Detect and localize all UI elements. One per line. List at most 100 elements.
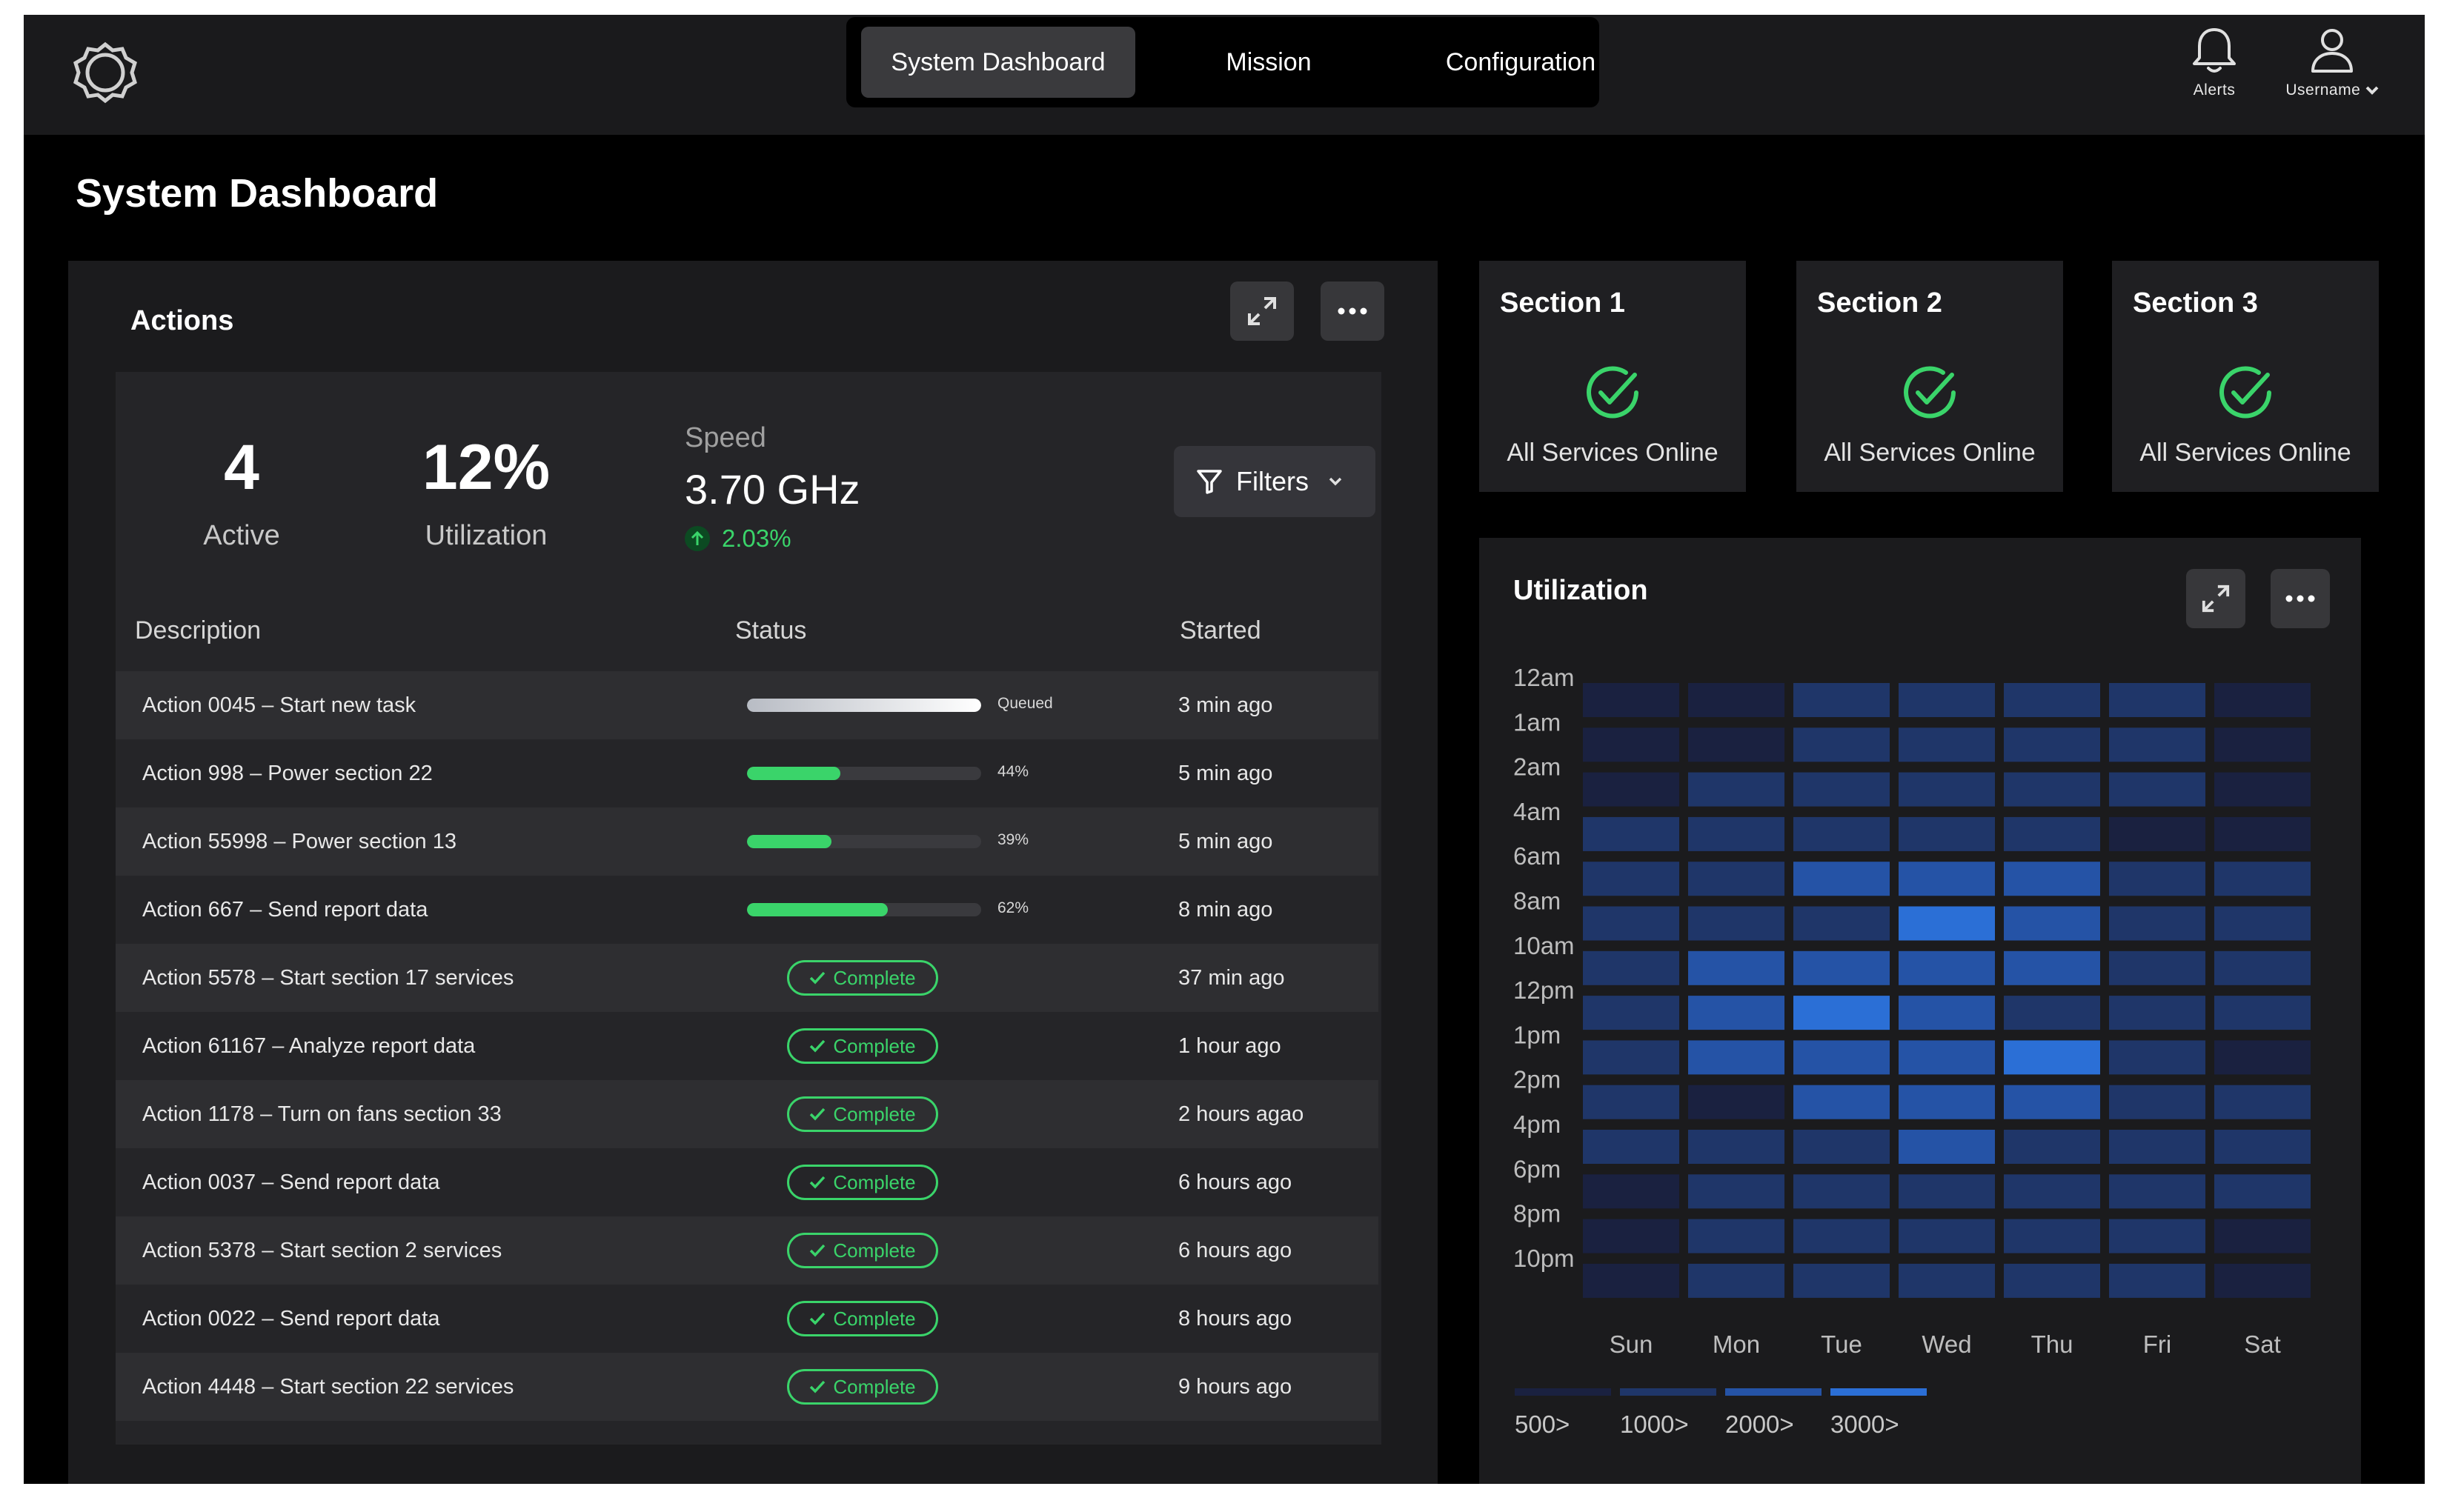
heatmap-cell[interactable] bbox=[2109, 996, 2205, 1030]
heatmap-cell[interactable] bbox=[1899, 816, 1995, 851]
heatmap-cell[interactable] bbox=[2214, 862, 2311, 896]
heatmap-cell[interactable] bbox=[2004, 816, 2100, 851]
heatmap-cell[interactable] bbox=[2214, 727, 2311, 762]
heatmap-cell[interactable] bbox=[1793, 1174, 1890, 1209]
heatmap-cell[interactable] bbox=[2214, 906, 2311, 941]
table-row[interactable]: Action 4448 – Start section 22 services C… bbox=[116, 1353, 1378, 1421]
tab-system-dashboard[interactable]: System Dashboard bbox=[861, 27, 1135, 98]
heatmap-cell[interactable] bbox=[2004, 772, 2100, 807]
heatmap-cell[interactable] bbox=[2214, 1130, 2311, 1164]
section-card-3[interactable]: Section 3 All Services Online bbox=[2112, 261, 2379, 492]
heatmap-cell[interactable] bbox=[1583, 1040, 1679, 1075]
table-row[interactable]: Action 0037 – Send report data Complete 6 … bbox=[116, 1148, 1378, 1216]
heatmap-cell[interactable] bbox=[1688, 1085, 1784, 1119]
heatmap-cell[interactable] bbox=[1899, 1263, 1995, 1298]
heatmap-cell[interactable] bbox=[1583, 1174, 1679, 1209]
heatmap-cell[interactable] bbox=[2214, 1040, 2311, 1075]
tab-configuration[interactable]: Configuration bbox=[1445, 47, 1596, 76]
heatmap-cell[interactable] bbox=[1688, 727, 1784, 762]
heatmap-cell[interactable] bbox=[1583, 1263, 1679, 1298]
heatmap-cell[interactable] bbox=[2004, 727, 2100, 762]
table-row[interactable]: Action 998 – Power section 22 44% 5 min ag… bbox=[116, 739, 1378, 807]
heatmap-cell[interactable] bbox=[1793, 950, 1890, 985]
heatmap-cell[interactable] bbox=[1688, 772, 1784, 807]
column-header-status[interactable]: Status bbox=[735, 616, 807, 645]
heatmap-cell[interactable] bbox=[2214, 1263, 2311, 1298]
heatmap-cell[interactable] bbox=[1793, 727, 1890, 762]
heatmap-cell[interactable] bbox=[2004, 1130, 2100, 1164]
section-card-1[interactable]: Section 1 All Services Online bbox=[1479, 261, 1746, 492]
heatmap-cell[interactable] bbox=[1899, 683, 1995, 717]
heatmap-cell[interactable] bbox=[1793, 683, 1890, 717]
heatmap-cell[interactable] bbox=[1899, 906, 1995, 941]
heatmap-cell[interactable] bbox=[1793, 1130, 1890, 1164]
heatmap-cell[interactable] bbox=[1899, 996, 1995, 1030]
heatmap-cell[interactable] bbox=[1899, 1174, 1995, 1209]
heatmap-cell[interactable] bbox=[1793, 906, 1890, 941]
table-row[interactable]: Action 0022 – Send report data Complete 8 … bbox=[116, 1285, 1378, 1353]
heatmap-cell[interactable] bbox=[2214, 1174, 2311, 1209]
heatmap-cell[interactable] bbox=[2004, 1219, 2100, 1253]
heatmap-cell[interactable] bbox=[2109, 1085, 2205, 1119]
heatmap-cell[interactable] bbox=[1688, 950, 1784, 985]
heatmap-cell[interactable] bbox=[1583, 950, 1679, 985]
gear-logo-icon[interactable] bbox=[68, 36, 142, 110]
heatmap-cell[interactable] bbox=[1688, 1130, 1784, 1164]
heatmap-cell[interactable] bbox=[1688, 1174, 1784, 1209]
heatmap-cell[interactable] bbox=[2004, 683, 2100, 717]
heatmap-cell[interactable] bbox=[1899, 1040, 1995, 1075]
heatmap-cell[interactable] bbox=[1583, 816, 1679, 851]
column-header-started[interactable]: Started bbox=[1180, 616, 1261, 645]
heatmap-cell[interactable] bbox=[2004, 996, 2100, 1030]
table-row[interactable]: Action 1178 – Turn on fans section 33 Com… bbox=[116, 1080, 1378, 1148]
heatmap-cell[interactable] bbox=[2109, 906, 2205, 941]
heatmap-cell[interactable] bbox=[2109, 772, 2205, 807]
heatmap-cell[interactable] bbox=[1793, 1085, 1890, 1119]
heatmap-cell[interactable] bbox=[1583, 996, 1679, 1030]
heatmap-cell[interactable] bbox=[1688, 906, 1784, 941]
actions-more-button[interactable] bbox=[1321, 282, 1384, 341]
heatmap-cell[interactable] bbox=[1583, 1085, 1679, 1119]
heatmap-cell[interactable] bbox=[2214, 950, 2311, 985]
heatmap-cell[interactable] bbox=[1688, 862, 1784, 896]
heatmap-cell[interactable] bbox=[1583, 772, 1679, 807]
heatmap-cell[interactable] bbox=[2004, 1040, 2100, 1075]
heatmap-cell[interactable] bbox=[1688, 996, 1784, 1030]
heatmap-cell[interactable] bbox=[1793, 996, 1890, 1030]
heatmap-cell[interactable] bbox=[1899, 862, 1995, 896]
heatmap-cell[interactable] bbox=[2109, 1040, 2205, 1075]
table-row[interactable]: Action 5578 – Start section 17 services C… bbox=[116, 944, 1378, 1012]
table-row[interactable]: Action 55998 – Power section 13 39% 5 min … bbox=[116, 807, 1378, 876]
heatmap-cell[interactable] bbox=[1793, 1219, 1890, 1253]
heatmap-cell[interactable] bbox=[1688, 1040, 1784, 1075]
heatmap-cell[interactable] bbox=[1793, 1263, 1890, 1298]
filters-button[interactable]: Filters bbox=[1174, 446, 1375, 517]
heatmap-cell[interactable] bbox=[1583, 727, 1679, 762]
heatmap-cell[interactable] bbox=[1793, 772, 1890, 807]
heatmap-cell[interactable] bbox=[2004, 1263, 2100, 1298]
heatmap-cell[interactable] bbox=[2004, 1085, 2100, 1119]
alerts-button[interactable]: Alerts bbox=[2159, 25, 2270, 121]
heatmap-cell[interactable] bbox=[1583, 906, 1679, 941]
heatmap-cell[interactable] bbox=[2004, 1174, 2100, 1209]
table-row[interactable]: Action 667 – Send report data 62% 8 min ag… bbox=[116, 876, 1378, 944]
heatmap-cell[interactable] bbox=[1899, 727, 1995, 762]
heatmap-cell[interactable] bbox=[2109, 1130, 2205, 1164]
table-row[interactable]: Action 61167 – Analyze report data Comple… bbox=[116, 1012, 1378, 1080]
heatmap-cell[interactable] bbox=[1899, 1219, 1995, 1253]
heatmap-cell[interactable] bbox=[1793, 1040, 1890, 1075]
heatmap-cell[interactable] bbox=[1688, 816, 1784, 851]
table-row[interactable]: Action 5378 – Start section 2 services Co… bbox=[116, 1216, 1378, 1285]
heatmap-cell[interactable] bbox=[2109, 1263, 2205, 1298]
section-card-2[interactable]: Section 2 All Services Online bbox=[1796, 261, 2063, 492]
heatmap-cell[interactable] bbox=[1583, 1219, 1679, 1253]
heatmap-cell[interactable] bbox=[1583, 1130, 1679, 1164]
heatmap-cell[interactable] bbox=[1899, 1085, 1995, 1119]
utilization-more-button[interactable] bbox=[2271, 569, 2330, 628]
heatmap-cell[interactable] bbox=[2109, 950, 2205, 985]
heatmap-cell[interactable] bbox=[1583, 862, 1679, 896]
heatmap-cell[interactable] bbox=[2004, 950, 2100, 985]
heatmap-cell[interactable] bbox=[2109, 816, 2205, 851]
heatmap-cell[interactable] bbox=[1688, 1219, 1784, 1253]
heatmap-cell[interactable] bbox=[1899, 950, 1995, 985]
